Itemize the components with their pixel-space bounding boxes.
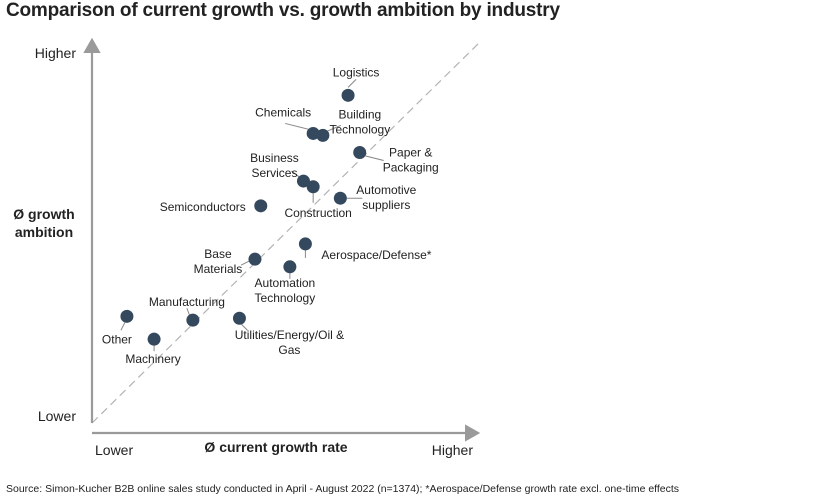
label-other: Other [102, 332, 132, 346]
label-manufacturing: Manufacturing [149, 295, 225, 309]
label-utilities-energy-oil-gas: Utilities/Energy/Oil & Gas [235, 328, 344, 357]
point-construction [306, 180, 320, 194]
label-machinery: Machinery [125, 352, 180, 366]
y-axis-low-label: Lower [38, 408, 76, 424]
point-paper-packaging [353, 145, 367, 159]
label-construction: Construction [284, 206, 351, 220]
point-manufacturing [186, 313, 200, 327]
point-other [120, 309, 134, 323]
label-semiconductors: Semiconductors [160, 200, 246, 214]
scatter-chart: Higher Lower Lower Higher Ø current growth r… [13, 37, 481, 458]
label-automotive-suppliers: Automotive suppliers [356, 183, 416, 212]
point-business-services [296, 174, 310, 188]
y-axis-title: Ø growth ambition [13, 206, 74, 240]
connector-base-materials [240, 260, 250, 266]
connector-building-technology [326, 124, 342, 132]
point-automation-technology [283, 260, 297, 274]
point-building-technology [316, 128, 330, 142]
label-logistics: Logistics [333, 65, 380, 79]
label-building-technology: Building Technology [330, 107, 391, 136]
connector-business-services [291, 170, 300, 178]
point-base-materials [248, 252, 262, 266]
connector-paper-packaging [363, 155, 384, 161]
connector-chemicals [285, 122, 310, 130]
label-chemicals: Chemicals [255, 105, 311, 119]
point-semiconductors [254, 199, 268, 213]
point-utilities-energy-oil-gas [232, 311, 246, 325]
label-base-materials: Base Materials [194, 247, 243, 276]
x-axis-title: Ø current growth rate [204, 439, 347, 455]
point-automotive-suppliers [333, 191, 347, 205]
point-chemicals [306, 126, 320, 140]
y-axis-high-label: Higher [35, 45, 77, 61]
connector-logistics [347, 78, 357, 88]
label-aerospace-defense: Aerospace/Defense* [321, 248, 431, 262]
label-automation-technology: Automation Technology [255, 276, 316, 305]
connector-utilities-energy-oil-gas [241, 323, 248, 331]
x-axis-high-label: Higher [432, 442, 474, 458]
connector-other [120, 322, 126, 331]
point-logistics [341, 88, 355, 102]
chart-title: Comparison of current growth vs. growth … [6, 0, 560, 21]
label-business-services: Business Services [250, 151, 299, 180]
point-aerospace-defense [298, 237, 312, 251]
point-machinery [147, 332, 161, 346]
label-paper-packaging: Paper & Packaging [383, 145, 439, 174]
x-axis-low-label: Lower [95, 442, 133, 458]
chart-footnote: Source: Simon-Kucher B2B online sales st… [6, 483, 680, 495]
